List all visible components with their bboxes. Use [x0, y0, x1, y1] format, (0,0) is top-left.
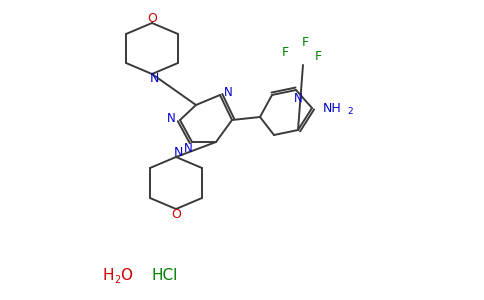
- Text: N: N: [173, 146, 182, 158]
- Text: 2: 2: [114, 275, 120, 285]
- Text: F: F: [302, 35, 309, 49]
- Text: O: O: [147, 11, 157, 25]
- Text: O: O: [120, 268, 132, 283]
- Text: N: N: [183, 142, 192, 155]
- Text: F: F: [315, 50, 321, 62]
- Text: O: O: [171, 208, 181, 220]
- Text: F: F: [281, 46, 288, 59]
- Text: H: H: [102, 268, 114, 283]
- Text: N: N: [224, 86, 232, 100]
- Text: HCl: HCl: [152, 268, 178, 283]
- Text: N: N: [166, 112, 175, 124]
- Text: 2: 2: [347, 107, 353, 116]
- Text: N: N: [294, 92, 302, 104]
- Text: N: N: [149, 71, 159, 85]
- Text: NH: NH: [323, 101, 341, 115]
